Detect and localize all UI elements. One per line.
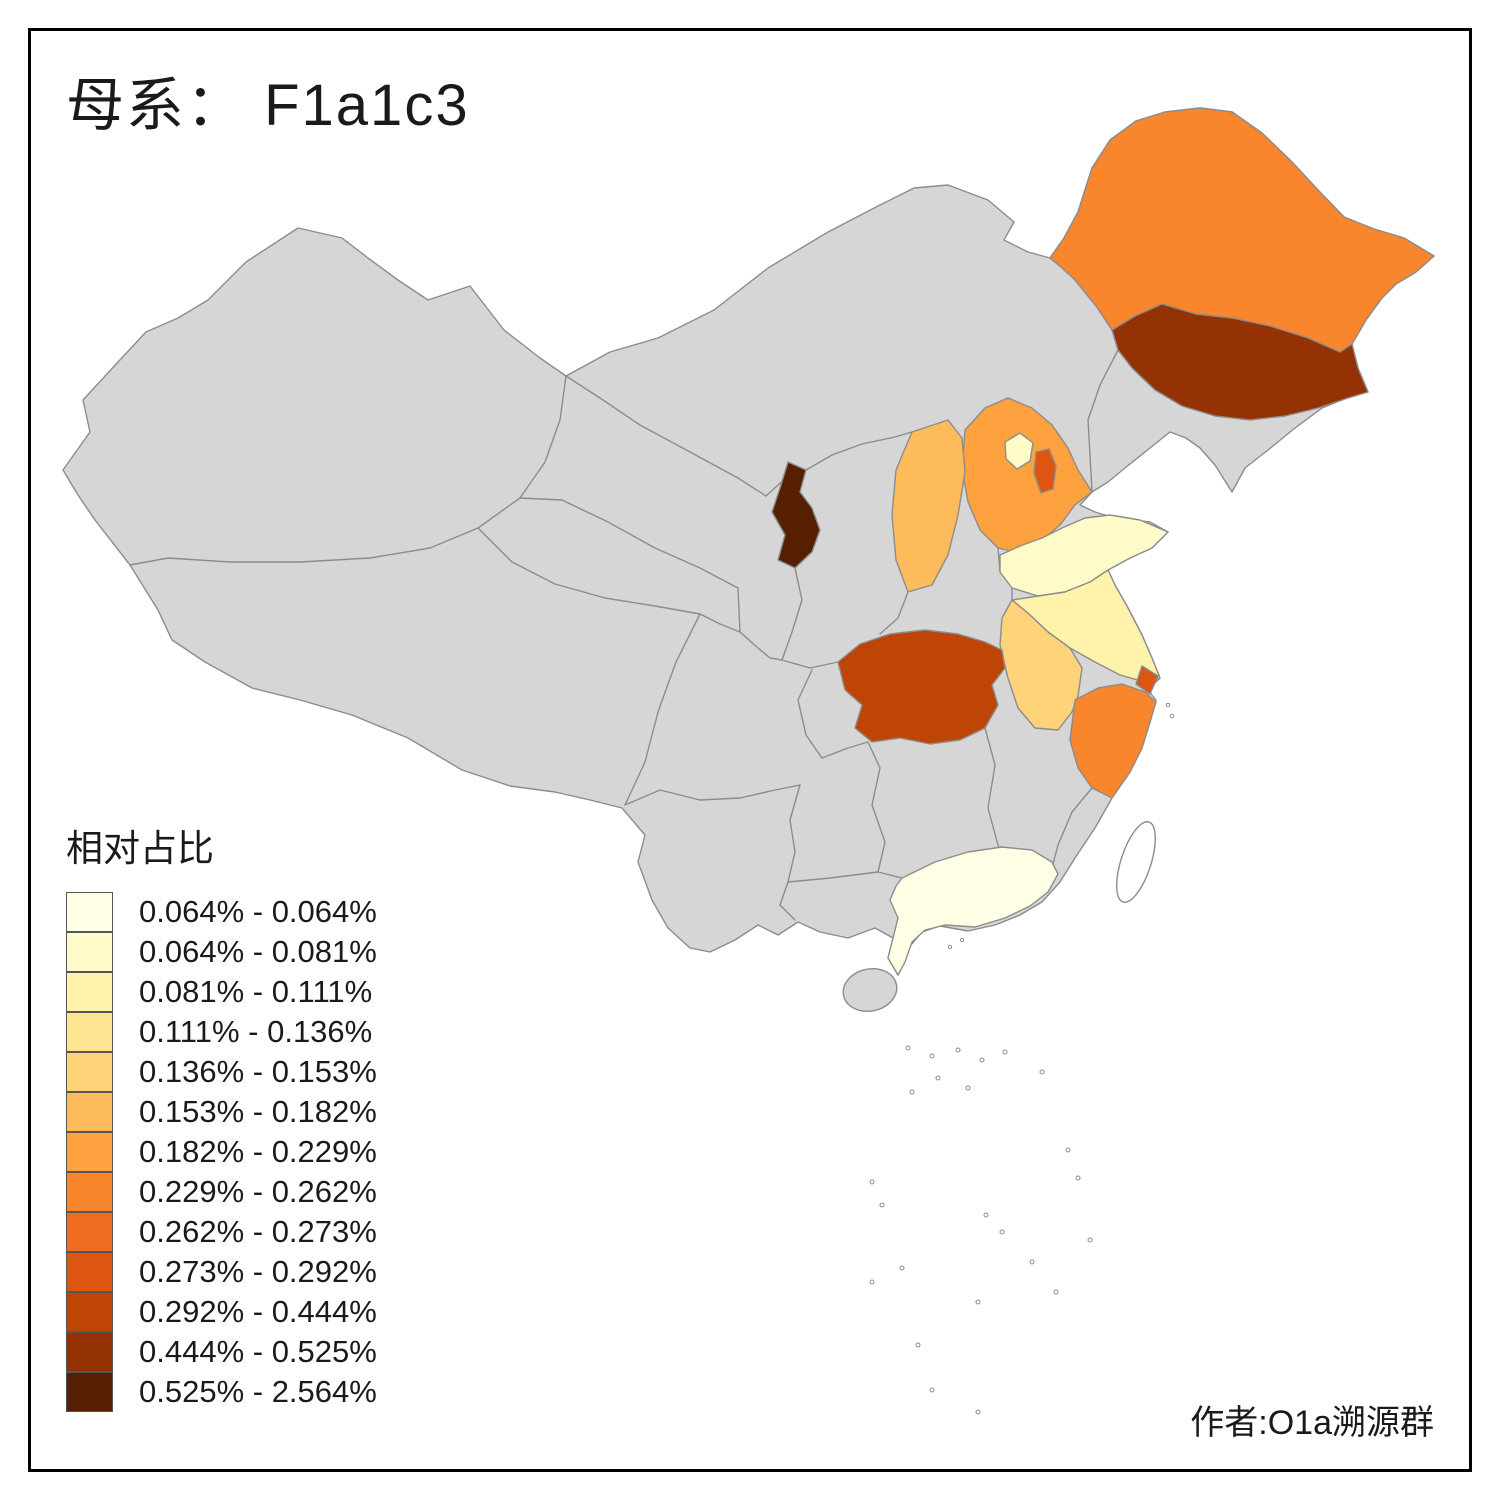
border-tibet-sichuan bbox=[624, 613, 701, 806]
border-gansu-neimenggu bbox=[565, 375, 767, 497]
legend-swatch bbox=[66, 892, 113, 932]
legend-row: 0.273% - 0.292% bbox=[66, 1252, 377, 1292]
border-guizhou-hunan bbox=[867, 741, 886, 873]
border-liaoning-west bbox=[1087, 349, 1119, 493]
colored-provinces bbox=[771, 107, 1435, 976]
province-hebei bbox=[961, 397, 1093, 553]
province-zhejiang bbox=[1069, 683, 1157, 799]
border-shaanxi-henan bbox=[879, 591, 909, 635]
border-xinjiang bbox=[129, 375, 567, 566]
border-guizhou-guangxi bbox=[787, 871, 879, 883]
province-shanxi bbox=[891, 419, 966, 593]
legend-label: 0.111% - 0.136% bbox=[139, 1014, 373, 1049]
legend-row: 0.064% - 0.081% bbox=[66, 932, 377, 972]
province-ningxia bbox=[771, 461, 821, 569]
border-hunan-guangxi bbox=[877, 871, 903, 879]
legend-row: 0.229% - 0.262% bbox=[66, 1172, 377, 1212]
border-qinghai-sichuan bbox=[699, 613, 741, 633]
legend-label: 0.444% - 0.525% bbox=[139, 1334, 377, 1369]
legend-row: 0.525% - 2.564% bbox=[66, 1372, 377, 1412]
legend-label: 0.081% - 0.111% bbox=[139, 974, 373, 1009]
province-heilongjiang bbox=[1049, 107, 1435, 353]
border-qinghai-gansu bbox=[519, 497, 739, 589]
islands bbox=[842, 702, 1175, 1415]
province-beijing bbox=[1004, 432, 1034, 470]
legend-title: 相对占比 bbox=[66, 828, 214, 869]
legend-row: 0.081% - 0.111% bbox=[66, 972, 377, 1012]
legend: 相对占比 0.064% - 0.064% 0.064% - 0.081% 0.081… bbox=[66, 818, 377, 1412]
taiwan-island bbox=[1116, 821, 1156, 903]
legend-label: 0.064% - 0.064% bbox=[139, 894, 377, 929]
border-shaanxi-west bbox=[781, 567, 803, 661]
border-tibet-qinghai bbox=[477, 527, 701, 615]
legend-swatch bbox=[66, 1092, 113, 1132]
hainan-island bbox=[842, 968, 898, 1012]
south-china-sea-islets bbox=[869, 702, 1175, 1415]
legend-swatch bbox=[66, 1172, 113, 1212]
legend-row: 0.262% - 0.273% bbox=[66, 1212, 377, 1252]
province-jilin bbox=[1111, 303, 1369, 421]
legend-rows: 0.064% - 0.064% 0.064% - 0.081% 0.081% - 0… bbox=[66, 892, 377, 1412]
attribution-text: 作者:O1a溯源群 bbox=[1190, 1404, 1434, 1442]
legend-row: 0.064% - 0.064% bbox=[66, 892, 377, 932]
legend-swatch bbox=[66, 1012, 113, 1052]
province-hubei bbox=[837, 629, 1006, 745]
legend-label: 0.262% - 0.273% bbox=[139, 1214, 377, 1249]
legend-swatch bbox=[66, 1292, 113, 1332]
legend-row: 0.153% - 0.182% bbox=[66, 1092, 377, 1132]
province-guangdong bbox=[887, 846, 1059, 976]
legend-swatch bbox=[66, 972, 113, 1012]
legend-label: 0.292% - 0.444% bbox=[139, 1294, 377, 1329]
border-sichuan-yunnan bbox=[624, 784, 801, 806]
legend-label: 0.229% - 0.262% bbox=[139, 1174, 377, 1209]
legend-label: 0.273% - 0.292% bbox=[139, 1254, 377, 1289]
border-qinghai-east bbox=[737, 587, 741, 633]
legend-label: 0.064% - 0.081% bbox=[139, 934, 377, 969]
border-jiangxi-fujian bbox=[1049, 787, 1093, 876]
legend-row: 0.292% - 0.444% bbox=[66, 1292, 377, 1332]
legend-label: 0.525% - 2.564% bbox=[139, 1374, 377, 1409]
border-chongqing-south bbox=[821, 741, 869, 759]
legend-label: 0.136% - 0.153% bbox=[139, 1054, 377, 1089]
legend-swatch bbox=[66, 1212, 113, 1252]
legend-row: 0.182% - 0.229% bbox=[66, 1132, 377, 1172]
border-sichuan-chongqing bbox=[797, 669, 823, 759]
border-guizhou-west bbox=[787, 784, 801, 883]
legend-row: 0.136% - 0.153% bbox=[66, 1052, 377, 1092]
legend-label: 0.182% - 0.229% bbox=[139, 1134, 377, 1169]
legend-swatch bbox=[66, 1132, 113, 1172]
border-yunnan-guangxi bbox=[779, 881, 796, 921]
legend-swatch bbox=[66, 932, 113, 972]
map-title: 母系： F1a1c3 bbox=[66, 73, 470, 138]
legend-swatch bbox=[66, 1252, 113, 1292]
border-shaanxi-south bbox=[781, 659, 839, 669]
province-borders bbox=[129, 349, 1119, 921]
border-gansu-tip bbox=[739, 631, 783, 661]
legend-label: 0.153% - 0.182% bbox=[139, 1094, 377, 1129]
province-shandong bbox=[999, 514, 1169, 597]
legend-swatch bbox=[66, 1372, 113, 1412]
legend-swatch bbox=[66, 1052, 113, 1092]
province-shanghai bbox=[1135, 665, 1159, 695]
legend-swatch bbox=[66, 1332, 113, 1372]
province-tianjin bbox=[1033, 448, 1057, 494]
legend-row: 0.111% - 0.136% bbox=[66, 1012, 377, 1052]
legend-row: 0.444% - 0.525% bbox=[66, 1332, 377, 1372]
